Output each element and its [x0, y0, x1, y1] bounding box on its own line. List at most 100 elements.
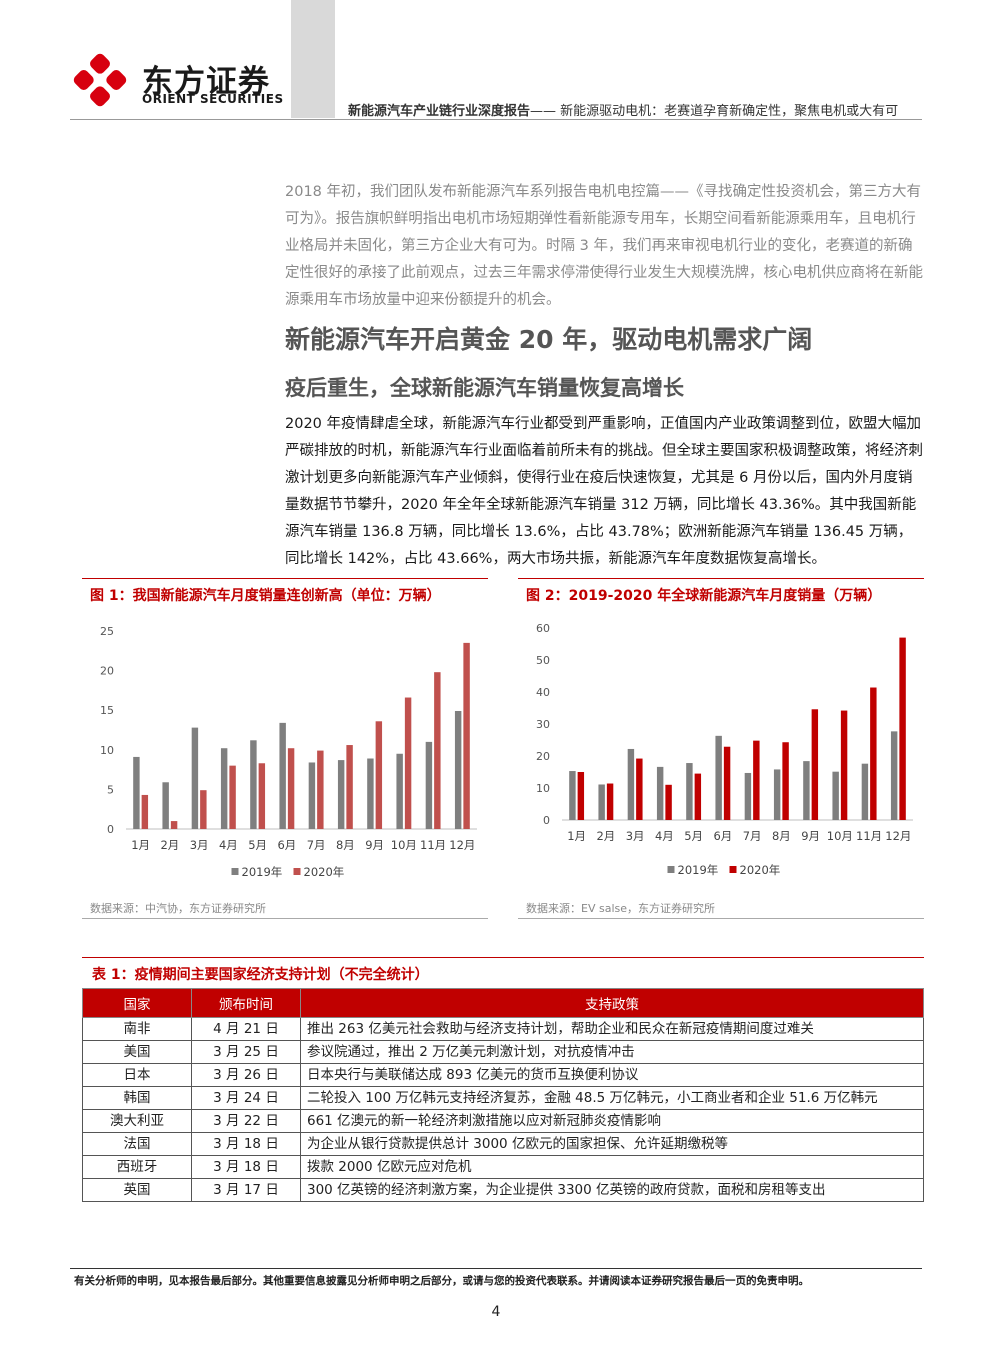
header-policy: 支持政策: [300, 988, 924, 1018]
cell-country: 西班牙: [82, 1155, 192, 1179]
x-tick-label: 7月: [743, 829, 762, 843]
figure2-top-line: [518, 578, 924, 579]
table-row: 韩国 3 月 24 日二轮投入 100 万亿韩元支持经济复苏，金融 48.5 万亿…: [82, 1086, 924, 1110]
bar-series1: [367, 758, 374, 829]
footer-disclaimer: 有关分析师的申明，见本报告最后部分。其他重要信息披露见分析师申明之后部分，或请与…: [74, 1275, 809, 1287]
bar-series1: [220, 748, 228, 829]
x-tick-label: 5月: [248, 838, 267, 852]
body-paragraph: 2020 年疫情肆虐全球，新能源汽车行业都受到严重影响，正值国内产业政策调整到位…: [285, 416, 923, 567]
cell-policy: 300 亿英镑的经济刺激方案，为企业提供 3300 亿英镑的政府贷款，面税和房租…: [300, 1178, 924, 1202]
header-gray-block: [291, 0, 335, 118]
x-tick-label: 10月: [827, 829, 853, 843]
cell-date: 3 月 24 日: [191, 1086, 301, 1110]
legend-swatch: [667, 866, 675, 873]
bar-series2: [170, 821, 178, 829]
x-tick-label: 8月: [336, 838, 355, 852]
report-header: 新能源汽车产业链行业深度报告—— 新能源驱动电机：老赛道孕育新确定性，聚焦电机或…: [348, 100, 898, 119]
y-tick-label: 0: [543, 814, 550, 827]
x-tick-label: 2月: [160, 838, 179, 852]
bar-series2: [870, 687, 877, 820]
x-tick-label: 8月: [772, 829, 791, 843]
section-heading: 新能源汽车开启黄金 20 年，驱动电机需求广阔: [285, 325, 813, 354]
table-row: 法国 3 月 18 日为企业从银行贷款提供总计 3000 亿欧元的国家担保、允许延…: [82, 1132, 924, 1156]
bar-series2: [287, 748, 295, 829]
table-header-row: 国家 颁布时间 支持政策: [82, 988, 924, 1018]
cell-date: 3 月 22 日: [191, 1109, 301, 1133]
report-title: 新能源汽车产业链行业深度报告: [348, 104, 531, 119]
bar-series2: [404, 697, 412, 829]
subsection-heading: 疫后重生，全球新能源汽车销量恢复高增长: [285, 376, 684, 400]
x-tick-label: 2月: [596, 829, 615, 843]
cell-country: 法国: [82, 1132, 192, 1156]
cell-date: 3 月 26 日: [191, 1063, 301, 1087]
y-tick-label: 30: [536, 718, 550, 731]
x-tick-label: 12月: [449, 838, 475, 852]
bar-series1: [832, 771, 839, 820]
x-tick-label: 3月: [626, 829, 645, 843]
x-tick-label: 11月: [856, 829, 882, 843]
bar-series2: [434, 672, 441, 829]
legend-label: 2019年: [678, 863, 719, 877]
header-divider: [70, 119, 922, 120]
logo-english-name: ORIENT SECURITIES: [142, 92, 284, 106]
bar-series2: [694, 773, 702, 820]
bar-series1: [133, 756, 140, 829]
figure1-source: 数据来源：中汽协，东方证券研究所: [90, 902, 266, 915]
bar-series2: [463, 642, 470, 829]
x-tick-label: 1月: [131, 838, 150, 852]
figure2-bottom-line: [518, 918, 924, 919]
bar-series1: [337, 760, 345, 829]
bar-series1: [656, 766, 664, 820]
bar-series1: [454, 710, 462, 829]
x-tick-label: 6月: [277, 838, 296, 852]
figure2-source: 数据来源：EV salse，东方证券研究所: [526, 902, 715, 915]
bar-series1: [715, 735, 722, 820]
intro-paragraph: 2018 年初，我们团队发布新能源汽车系列报告电机电控篇——《寻找确定性投资机会…: [285, 184, 923, 308]
figure2-title: 图 2：2019-2020 年全球新能源汽车月度销量（万辆）: [526, 588, 882, 604]
bar-series1: [803, 761, 810, 820]
bar-series2: [577, 772, 585, 820]
bar-series2: [665, 784, 672, 820]
orient-logo-icon: [73, 53, 127, 107]
y-tick-label: 60: [536, 622, 550, 635]
cell-policy: 661 亿澳元的新一轮经济刺激措施以应对新冠肺炎疫情影响: [300, 1109, 924, 1133]
report-subtitle: —— 新能源驱动电机：老赛道孕育新确定性，聚焦电机或大有可: [530, 104, 899, 119]
bar-series2: [899, 637, 906, 820]
x-tick-label: 9月: [365, 838, 384, 852]
x-tick-label: 4月: [219, 838, 238, 852]
figure1-bottom-line: [82, 918, 488, 919]
x-tick-label: 4月: [655, 829, 674, 843]
cell-country: 澳大利亚: [82, 1109, 192, 1133]
policy-table: 国家 颁布时间 支持政策 南非 4 月 21 日推出 263 亿美元社会救助与经济…: [82, 988, 924, 1202]
table-row: 日本 3 月 26 日日本央行与美联储达成 893 亿美元的货币互换便利协议: [82, 1063, 924, 1087]
logo-chinese-name: 东方证券: [142, 64, 270, 100]
x-tick-label: 5月: [684, 829, 703, 843]
cell-policy: 参议院通过，推出 2 万亿美元刺激计划，对抗疫情冲击: [300, 1040, 924, 1064]
bar-series1: [191, 727, 199, 829]
cell-policy: 推出 263 亿美元社会救助与经济支持计划，帮助企业和民众在新冠疫情期间度过难关: [300, 1017, 924, 1041]
y-tick-label: 50: [536, 654, 550, 667]
x-tick-label: 7月: [307, 838, 326, 852]
cell-date: 3 月 18 日: [191, 1132, 301, 1156]
y-tick-label: 5: [107, 783, 114, 796]
bar-series2: [346, 745, 353, 829]
figure2-chart: 0 10 20 30 40 50 60 1月 2月 3月 4月 5月 6月 7月 8月 9月 10月 11月 12月…: [536, 622, 913, 877]
cell-country: 南非: [82, 1017, 192, 1041]
cell-policy: 二轮投入 100 万亿韩元支持经济复苏，金融 48.5 万亿韩元，小工商业者和企…: [300, 1086, 924, 1110]
figure1-title: 图 1：我国新能源汽车月度销量连创新高（单位：万辆）: [90, 588, 441, 604]
x-tick-label: 9月: [801, 829, 820, 843]
cell-country: 日本: [82, 1063, 192, 1087]
y-tick-label: 15: [100, 704, 114, 717]
table-row: 西班牙 3 月 18 日拨款 2000 亿欧元应对危机: [82, 1155, 924, 1179]
x-tick-label: 10月: [391, 838, 417, 852]
cell-date: 4 月 21 日: [191, 1017, 301, 1041]
bar-series2: [840, 710, 848, 820]
figure1-top-line: [82, 578, 488, 579]
bar-series1: [279, 722, 286, 829]
bar-series2: [375, 721, 383, 829]
y-tick-label: 10: [100, 744, 114, 757]
x-tick-label: 1月: [567, 829, 586, 843]
x-tick-label: 11月: [420, 838, 446, 852]
cell-policy: 拨款 2000 亿欧元应对危机: [300, 1155, 924, 1179]
bar-series1: [686, 763, 693, 820]
